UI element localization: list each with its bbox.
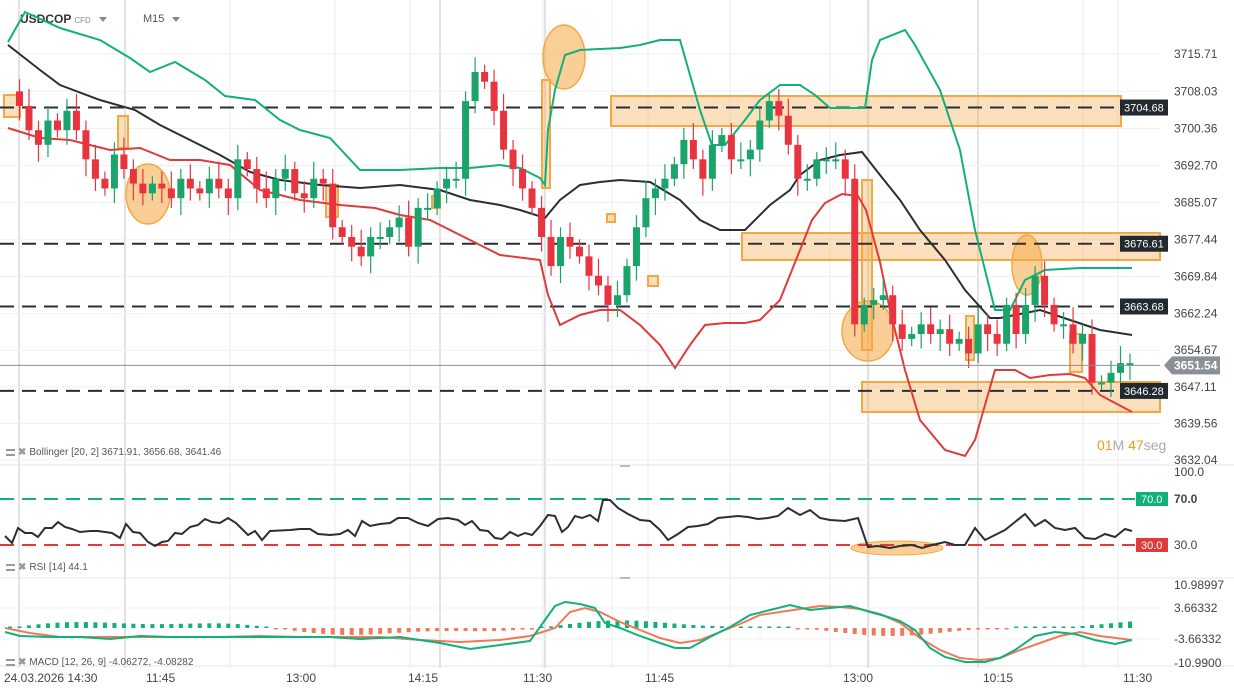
macd-label: MACD [12, 26, 9] -4.06272, -4.08282: [29, 657, 194, 668]
close-icon[interactable]: ✖: [18, 562, 27, 573]
settings-icon[interactable]: [6, 449, 15, 456]
chevron-down-icon: [98, 17, 107, 23]
close-icon[interactable]: ✖: [18, 657, 27, 668]
svg-text:10.98997: 10.98997: [1174, 578, 1224, 592]
svg-text:3685.07: 3685.07: [1174, 196, 1218, 210]
svg-text:3647.11: 3647.11: [1174, 380, 1217, 394]
svg-text:-10.9900: -10.9900: [1174, 656, 1222, 670]
settings-icon[interactable]: [6, 564, 15, 571]
x-axis-label: 11:30: [523, 671, 553, 685]
svg-text:3715.71: 3715.71: [1174, 47, 1218, 61]
symbol-tag: CFD: [74, 16, 91, 25]
timer-minutes: 01: [1097, 437, 1113, 453]
svg-text:3646.28: 3646.28: [1124, 386, 1164, 398]
x-axis-label: 14:15: [408, 671, 439, 685]
timeframe-selector[interactable]: M15: [143, 13, 181, 25]
svg-text:3677.44: 3677.44: [1174, 233, 1218, 247]
svg-text:3704.68: 3704.68: [1124, 103, 1164, 115]
timeframe-label: M15: [143, 13, 165, 25]
bollinger-label: Bollinger [20, 2] 3671.91, 3656.68, 3641…: [29, 447, 222, 458]
svg-text:3.66332: 3.66332: [1174, 601, 1218, 615]
settings-icon[interactable]: [6, 659, 15, 666]
svg-text:3700.36: 3700.36: [1174, 121, 1218, 135]
svg-text:-3.66332: -3.66332: [1174, 632, 1222, 646]
macd-legend: ✖ MACD [12, 26, 9] -4.06272, -4.08282: [6, 657, 193, 668]
x-axis-label: 11:45: [645, 671, 675, 685]
svg-text:3708.03: 3708.03: [1174, 84, 1218, 98]
rsi-label: RSI [14] 44.1: [29, 562, 88, 573]
timer-min-unit: M: [1112, 437, 1125, 453]
candle-countdown: 01M 47seg: [1097, 437, 1166, 453]
x-axis-label: 10:15: [983, 671, 1014, 685]
svg-text:3662.24: 3662.24: [1174, 306, 1218, 320]
x-axis-label: 11:30: [1123, 671, 1153, 685]
svg-text:3632.04: 3632.04: [1174, 453, 1218, 467]
x-axis-label: 13:00: [843, 671, 874, 685]
svg-text:3639.56: 3639.56: [1174, 417, 1218, 431]
svg-text:30.0: 30.0: [1174, 538, 1198, 552]
chevron-down-icon: [172, 16, 181, 22]
x-axis-label: 13:00: [286, 671, 317, 685]
svg-text:3669.84: 3669.84: [1174, 270, 1218, 284]
svg-text:30.0: 30.0: [1141, 540, 1162, 552]
svg-text:3654.67: 3654.67: [1174, 343, 1218, 357]
x-axis-label: 24.03.2026 14:30: [4, 671, 98, 685]
x-axis-label: 11:45: [146, 671, 176, 685]
bollinger-legend: ✖ Bollinger [20, 2] 3671.91, 3656.68, 36…: [6, 447, 221, 458]
svg-text:3692.70: 3692.70: [1174, 159, 1218, 173]
svg-text:70.0: 70.0: [1141, 494, 1162, 506]
svg-text:3651.54: 3651.54: [1174, 358, 1218, 372]
svg-text:3663.68: 3663.68: [1124, 301, 1164, 313]
close-icon[interactable]: ✖: [18, 447, 27, 458]
svg-text:70.0: 70.0: [1174, 492, 1198, 506]
timer-sec-unit: seg: [1143, 437, 1167, 453]
svg-text:3676.61: 3676.61: [1124, 239, 1164, 251]
timer-seconds: 47: [1128, 437, 1144, 453]
rsi-legend: ✖ RSI [14] 44.1: [6, 562, 88, 573]
svg-text:100.0: 100.0: [1174, 465, 1204, 479]
